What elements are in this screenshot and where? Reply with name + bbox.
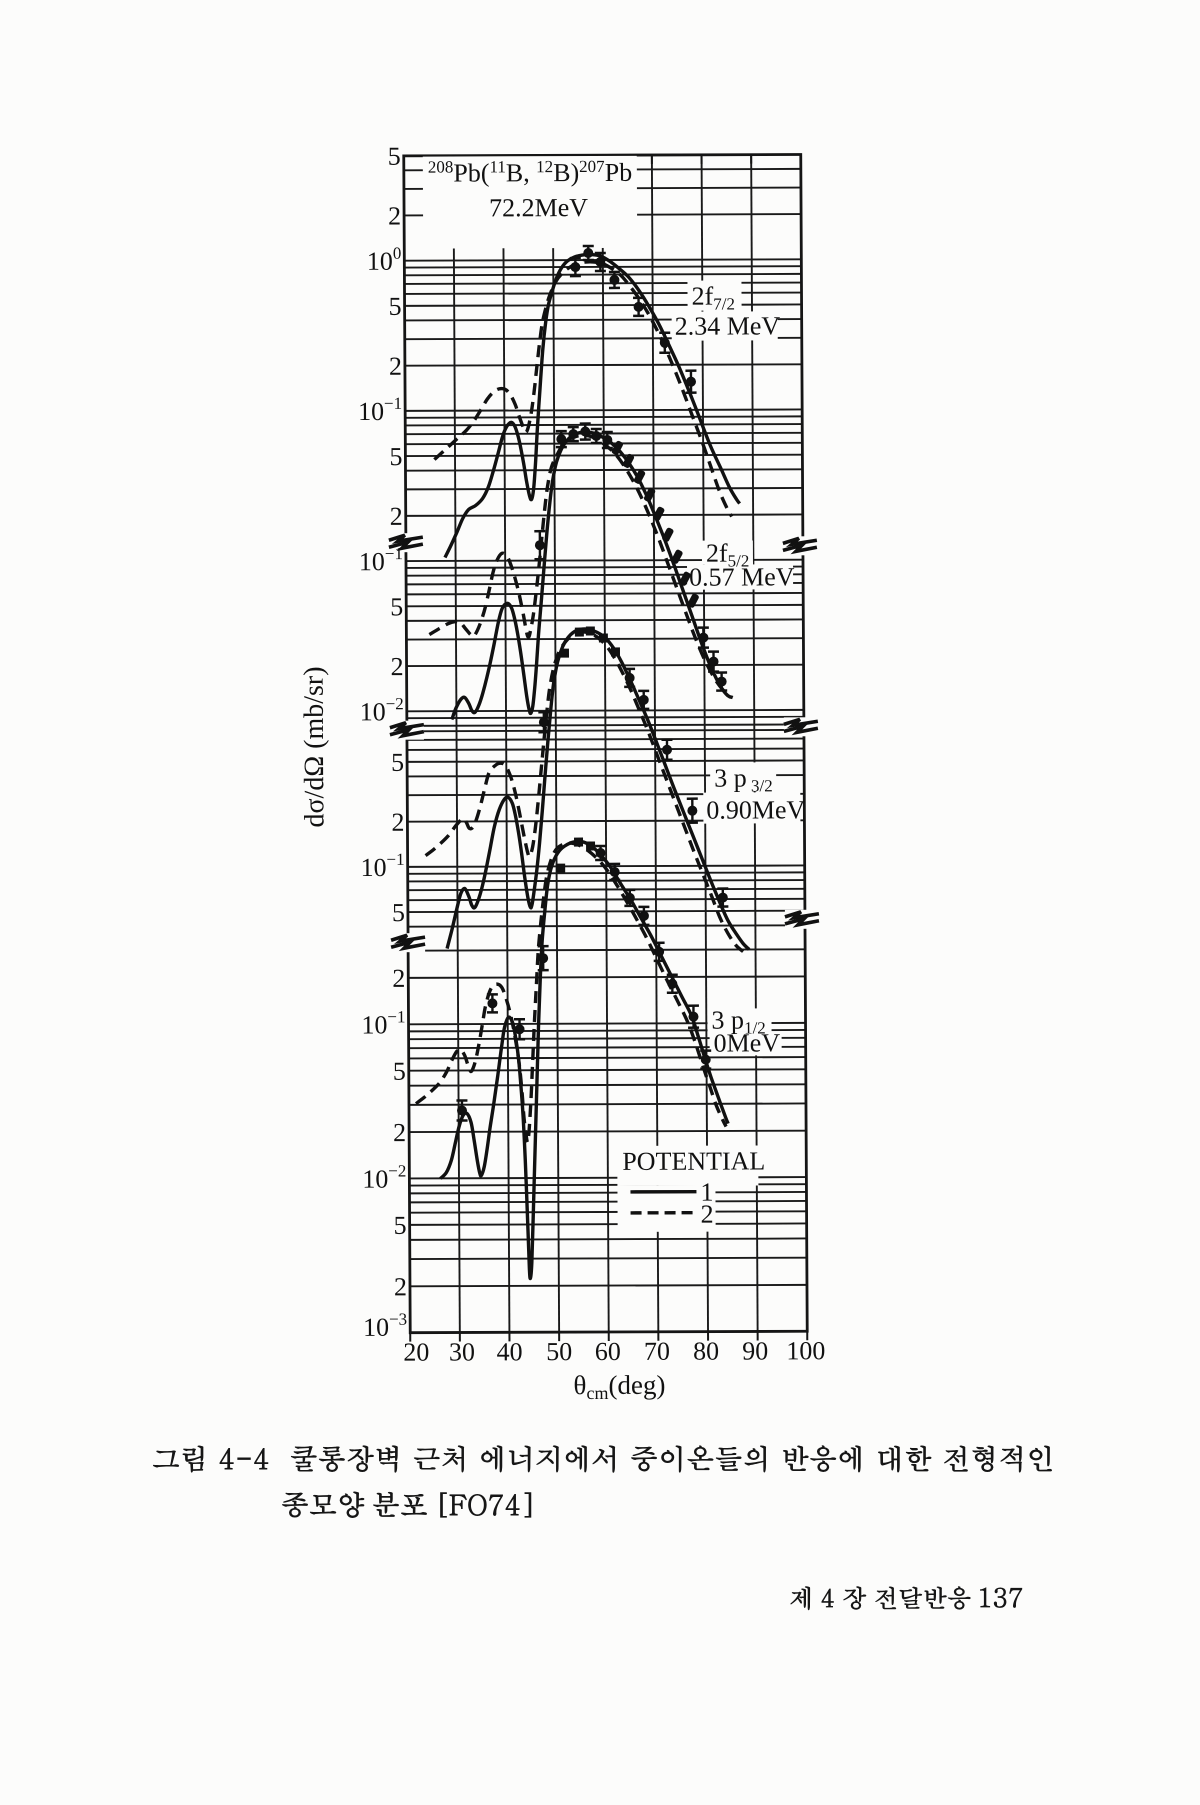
svg-text:60: 60 — [595, 1337, 621, 1366]
svg-text:0.57 MeV: 0.57 MeV — [689, 562, 795, 591]
svg-text:2: 2 — [391, 808, 404, 837]
svg-text:2: 2 — [393, 1118, 406, 1147]
svg-text:5: 5 — [389, 442, 402, 471]
svg-text:2: 2 — [394, 1272, 407, 1301]
svg-text:50: 50 — [546, 1337, 572, 1366]
svg-text:5: 5 — [392, 898, 405, 927]
svg-text:100: 100 — [786, 1336, 825, 1365]
svg-text:90: 90 — [742, 1336, 768, 1365]
svg-text:80: 80 — [693, 1337, 719, 1366]
svg-text:5: 5 — [394, 1211, 407, 1240]
svg-text:20: 20 — [403, 1338, 429, 1367]
svg-text:5: 5 — [391, 748, 404, 777]
svg-text:2: 2 — [390, 502, 403, 531]
svg-text:0.90MeV: 0.90MeV — [706, 795, 805, 824]
svg-text:2: 2 — [701, 1200, 714, 1229]
svg-text:POTENTIAL: POTENTIAL — [622, 1146, 765, 1176]
svg-text:2: 2 — [388, 201, 401, 230]
svg-text:2.34 MeV: 2.34 MeV — [675, 311, 781, 340]
svg-text:2: 2 — [390, 652, 403, 681]
svg-text:5: 5 — [388, 142, 401, 171]
svg-text:2: 2 — [389, 352, 402, 381]
svg-text:70: 70 — [644, 1337, 670, 1366]
svg-text:5: 5 — [389, 292, 402, 321]
svg-text:5: 5 — [390, 592, 403, 621]
svg-text:5: 5 — [393, 1057, 406, 1086]
svg-text:40: 40 — [496, 1337, 522, 1366]
svg-text:2: 2 — [392, 964, 405, 993]
svg-text:0MeV: 0MeV — [714, 1028, 781, 1057]
svg-text:dσ/dΩ (mb/sr): dσ/dΩ (mb/sr) — [299, 666, 331, 827]
svg-text:30: 30 — [449, 1337, 475, 1366]
svg-text:72.2MeV: 72.2MeV — [489, 193, 588, 222]
